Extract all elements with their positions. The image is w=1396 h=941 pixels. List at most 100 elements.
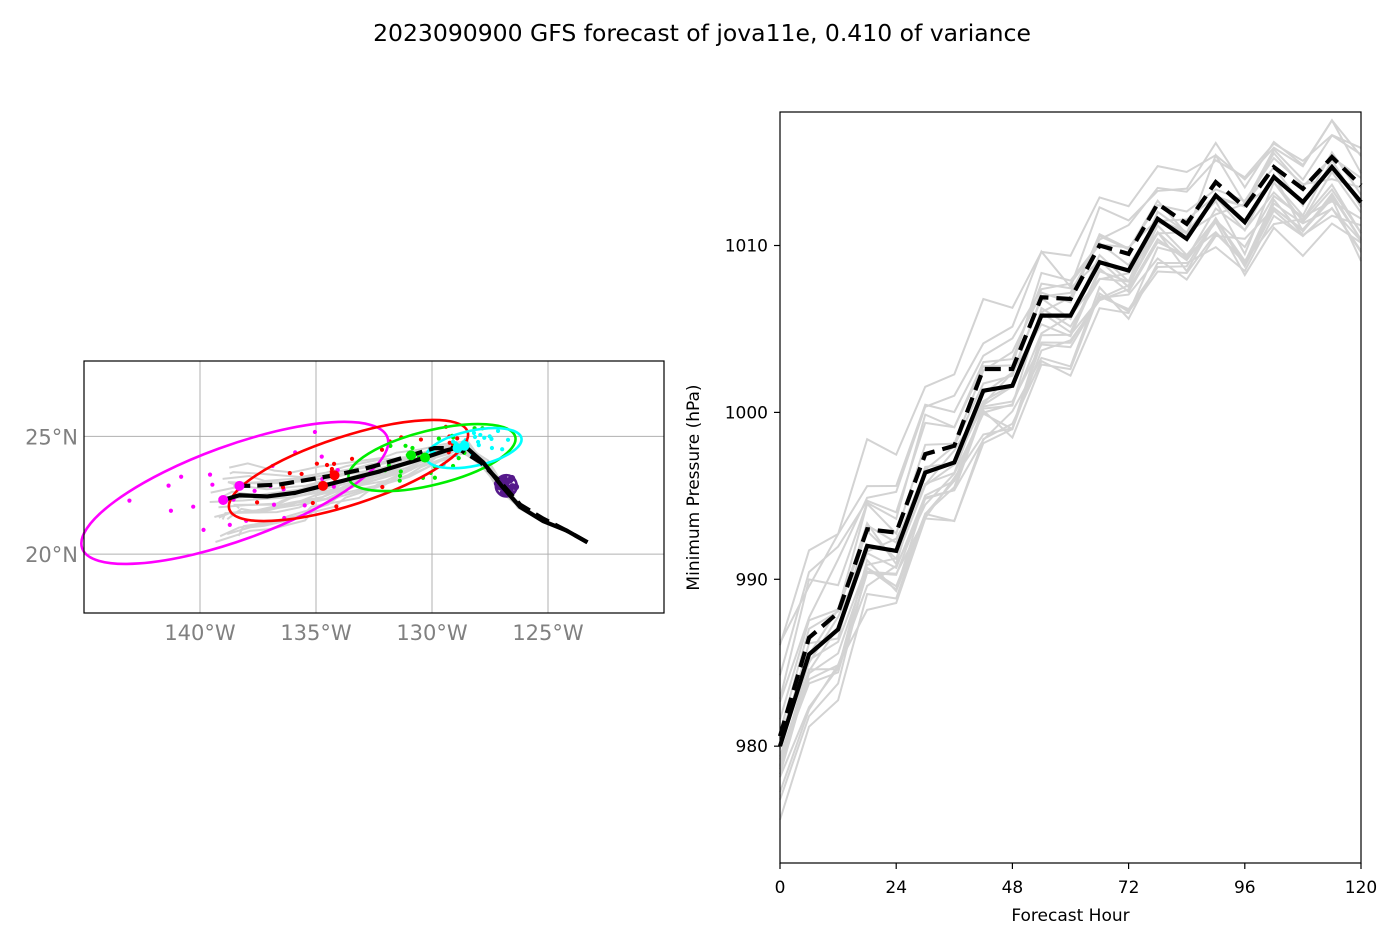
pressure-ensemble-member-lines	[779, 118, 1362, 821]
map-member-position-dot	[397, 478, 402, 483]
pressure-member-line	[779, 150, 1362, 800]
pressure-member-line	[779, 182, 1362, 760]
map-member-position-dot	[312, 429, 318, 435]
map-primary-track-dashed	[239, 446, 589, 545]
pressure-member-line	[779, 206, 1362, 733]
pressure-member-line	[779, 151, 1362, 735]
map-track-marker	[329, 470, 340, 481]
map-member-position-dot	[509, 483, 516, 490]
map-member-position-dot	[410, 445, 415, 451]
map-lon-tick-label: 135°W	[280, 621, 352, 645]
pressure-primary-lines	[777, 154, 1363, 747]
pressure-member-line	[779, 194, 1362, 821]
map-uncertainty-ellipses	[80, 418, 523, 566]
track-map-panel: 140°W 135°W 130°W 125°W 20°N 25°N	[25, 360, 665, 645]
pressure-x-tick-label: 24	[885, 878, 907, 898]
map-member-position-dot	[334, 504, 339, 509]
map-member-position-dot	[271, 502, 277, 507]
map-member-position-dot	[191, 504, 196, 509]
pressure-member-line	[779, 220, 1362, 766]
map-member-position-dot	[500, 447, 505, 452]
pressure-y-tick-label: 990	[736, 570, 768, 590]
pressure-y-tick-label: 1010	[725, 237, 768, 257]
pressure-member-line	[779, 202, 1362, 793]
map-member-position-dot	[380, 484, 385, 490]
map-member-position-dot	[495, 428, 501, 434]
map-member-position-dot	[432, 475, 437, 480]
map-lat-tick-label: 25°N	[25, 425, 78, 449]
map-member-position-dot	[207, 472, 213, 477]
map-member-position-dot	[252, 488, 257, 493]
map-uncertainty-ellipse	[494, 473, 518, 498]
pressure-y-axis-label: Minimum Pressure (hPa)	[684, 384, 704, 590]
pressure-y-tick-label: 980	[736, 737, 768, 757]
map-uncertainty-ellipse	[80, 420, 390, 566]
pressure-x-tick-label: 120	[1345, 878, 1377, 898]
map-member-position-dot	[398, 469, 403, 474]
map-member-position-dot	[302, 503, 307, 508]
map-member-position-dot	[299, 471, 304, 477]
map-member-position-dot	[201, 527, 206, 532]
map-member-position-dot	[166, 483, 171, 488]
pressure-member-line	[779, 158, 1362, 700]
map-track-marker	[452, 443, 463, 454]
map-member-position-dot	[418, 437, 424, 442]
pressure-x-tick-label: 0	[775, 878, 786, 898]
map-member-position-dot	[331, 484, 336, 489]
map-member-position-dot	[403, 443, 408, 448]
map-member-position-dot	[324, 462, 330, 468]
pressure-frame	[779, 111, 1362, 864]
map-member-position-dot	[476, 443, 481, 448]
pressure-primary-line-solid	[777, 163, 1363, 747]
map-member-position-dot	[210, 482, 215, 487]
map-member-position-dot	[471, 430, 477, 436]
map-frame	[83, 360, 665, 614]
pressure-member-line	[779, 197, 1362, 775]
map-member-position-dot	[127, 498, 132, 503]
map-primary-tracks	[218, 440, 589, 545]
pressure-member-line	[779, 133, 1362, 745]
pressure-x-tick-label: 48	[1002, 878, 1024, 898]
pressure-member-line	[779, 170, 1362, 757]
pressure-member-line	[779, 156, 1362, 720]
map-member-position-dot	[329, 466, 335, 472]
figure-title: 2023090900 GFS forecast of jova11e, 0.41…	[373, 19, 1031, 47]
map-member-position-dot	[280, 485, 286, 490]
map-member-position-dot	[310, 500, 315, 506]
map-member-position-dot	[478, 432, 483, 438]
map-member-position-dot	[489, 445, 495, 451]
map-member-position-dot	[505, 437, 511, 442]
pressure-axis-ticks: 0 24 48 72 96 120 980 990 1000 1010	[725, 237, 1377, 898]
pressure-primary-line-dashed	[777, 154, 1363, 737]
map-member-position-dot	[179, 474, 184, 479]
map-track-marker	[420, 452, 431, 463]
map-track-marker	[234, 480, 245, 491]
pressure-x-axis-label: Forecast Hour	[1011, 906, 1129, 926]
pressure-panel: 0 24 48 72 96 120 980 990 1000 1010 Forecast Hour…	[684, 111, 1377, 926]
pressure-member-line	[779, 118, 1362, 703]
map-member-position-dot	[487, 434, 492, 439]
map-member-position-dot	[319, 454, 324, 459]
map-member-position-dot	[349, 456, 355, 461]
map-member-position-dot	[287, 470, 292, 476]
pressure-member-line	[779, 134, 1362, 767]
map-member-position-dot	[436, 436, 441, 441]
map-lon-tick-label: 130°W	[396, 621, 468, 645]
map-lon-tick-label: 140°W	[164, 621, 236, 645]
map-member-position-dot	[472, 434, 478, 440]
pressure-member-line	[779, 196, 1362, 676]
map-member-position-dot	[447, 440, 452, 445]
map-member-position-dot	[475, 439, 481, 445]
pressure-x-tick-label: 72	[1118, 878, 1140, 898]
pressure-y-tick-label: 1000	[725, 403, 768, 423]
map-member-position-dot	[331, 461, 337, 467]
map-member-position-dot	[227, 522, 232, 527]
map-member-position-dot	[482, 435, 487, 440]
pressure-member-line	[779, 206, 1362, 778]
map-member-position-dot	[456, 456, 461, 461]
map-member-position-dot	[455, 436, 460, 441]
map-lon-tick-label: 125°W	[512, 621, 584, 645]
pressure-x-tick-label: 96	[1234, 878, 1256, 898]
map-member-position-dot	[379, 447, 385, 452]
